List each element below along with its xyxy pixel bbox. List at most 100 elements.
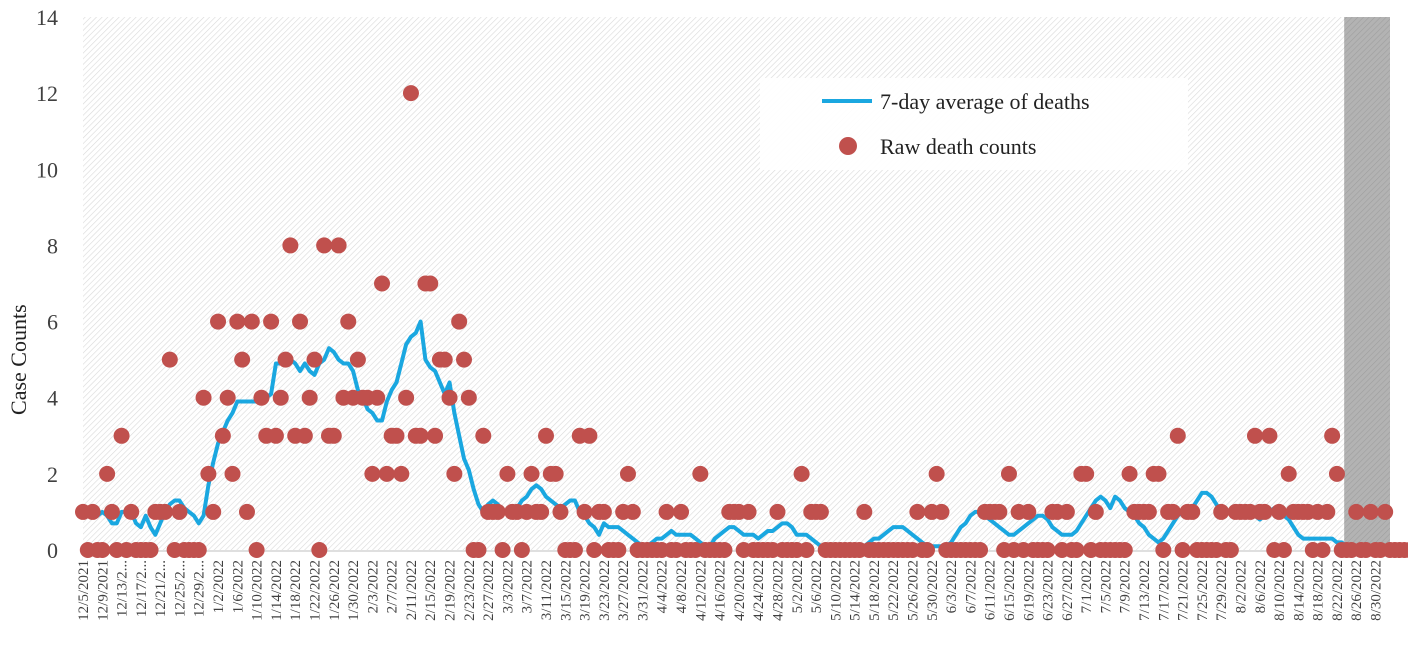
x-tick-label: 5/18/2022: [867, 560, 883, 621]
x-tick-label: 2/11/2022: [404, 560, 420, 620]
x-tick-label: 6/3/2022: [944, 560, 960, 613]
raw-death-point: [364, 465, 381, 482]
x-tick-label: 8/10/2022: [1272, 560, 1288, 621]
x-tick-label: 12/13/2...: [115, 560, 131, 617]
raw-death-point: [1280, 465, 1297, 482]
raw-death-point: [576, 503, 593, 520]
raw-death-point: [624, 503, 641, 520]
raw-death-point: [412, 427, 429, 444]
raw-death-point: [673, 503, 690, 520]
raw-death-point: [306, 351, 323, 368]
x-tick-label: 6/7/2022: [963, 560, 979, 613]
x-tick-label: 1/2/2022: [211, 560, 227, 613]
raw-death-point: [238, 503, 255, 520]
x-tick-label: 3/27/2022: [616, 560, 632, 621]
raw-death-point: [277, 351, 294, 368]
y-tick-label: 4: [47, 386, 58, 411]
raw-death-point: [388, 427, 405, 444]
y-tick-label: 0: [47, 538, 58, 563]
raw-death-point: [292, 313, 309, 330]
raw-death-point: [610, 542, 627, 558]
raw-death-point: [190, 542, 207, 558]
raw-death-point: [219, 389, 236, 406]
raw-death-point: [229, 313, 246, 330]
raw-death-point: [658, 503, 675, 520]
raw-death-point: [1401, 542, 1408, 558]
raw-death-point: [1377, 503, 1394, 520]
raw-death-point: [340, 313, 357, 330]
y-tick-label: 10: [36, 157, 58, 182]
x-tick-label: 8/30/2022: [1369, 560, 1385, 621]
raw-death-point: [769, 503, 786, 520]
x-tick-label: 1/26/2022: [327, 560, 343, 621]
raw-death-point: [494, 542, 511, 558]
raw-death-point: [214, 427, 231, 444]
x-tick-label: 8/2/2022: [1233, 560, 1249, 613]
raw-death-point: [489, 503, 506, 520]
legend-label-average: 7-day average of deaths: [880, 89, 1090, 114]
raw-death-point: [94, 542, 111, 558]
x-tick-label: 12/21/2...: [153, 560, 169, 617]
raw-death-point: [113, 427, 130, 444]
x-tick-label: 3/11/2022: [539, 560, 555, 620]
x-tick-label: 4/28/2022: [770, 560, 786, 621]
raw-death-point: [1213, 503, 1230, 520]
raw-death-point: [311, 542, 328, 558]
x-tick-label: 1/22/2022: [307, 560, 323, 621]
raw-death-point: [103, 503, 120, 520]
raw-death-point: [1246, 427, 1263, 444]
raw-death-point: [316, 237, 333, 254]
raw-death-point: [1348, 503, 1365, 520]
x-tick-label: 6/23/2022: [1041, 560, 1057, 621]
raw-death-point: [1020, 503, 1037, 520]
y-tick-label: 6: [47, 310, 58, 335]
raw-death-point: [451, 313, 468, 330]
raw-death-point: [402, 85, 419, 102]
raw-death-point: [272, 389, 289, 406]
raw-death-point: [933, 503, 950, 520]
x-tick-label: 4/12/2022: [693, 560, 709, 621]
raw-death-point: [793, 465, 810, 482]
raw-death-point: [301, 389, 318, 406]
x-tick-label: 3/7/2022: [520, 560, 536, 613]
x-tick-label: 8/26/2022: [1349, 560, 1365, 621]
x-tick-label: 1/6/2022: [230, 560, 246, 613]
x-tick-label: 3/3/2022: [500, 560, 516, 613]
raw-death-point: [470, 542, 487, 558]
raw-death-point: [248, 542, 265, 558]
raw-death-point: [1078, 465, 1095, 482]
raw-death-point: [378, 465, 395, 482]
x-tick-label: 2/15/2022: [423, 560, 439, 621]
raw-death-point: [1140, 503, 1157, 520]
raw-death-point: [619, 465, 636, 482]
x-tick-label: 3/15/2022: [558, 560, 574, 621]
raw-death-point: [205, 503, 222, 520]
raw-death-point: [595, 503, 612, 520]
raw-death-point: [513, 542, 530, 558]
raw-death-point: [1169, 427, 1186, 444]
raw-death-point: [692, 465, 709, 482]
x-tick-label: 1/30/2022: [346, 560, 362, 621]
x-tick-label: 4/24/2022: [751, 560, 767, 621]
raw-death-point: [1256, 503, 1273, 520]
x-tick-label: 12/5/2021: [76, 560, 92, 621]
raw-death-point: [349, 351, 366, 368]
raw-death-point: [716, 542, 733, 558]
raw-death-point: [99, 465, 116, 482]
raw-death-point: [1121, 465, 1138, 482]
raw-death-point: [436, 351, 453, 368]
x-tick-label: 2/23/2022: [462, 560, 478, 621]
raw-death-point: [1261, 427, 1278, 444]
x-tick-label: 12/9/2021: [95, 560, 111, 621]
raw-death-point: [1087, 503, 1104, 520]
legend-box: [760, 78, 1188, 170]
raw-death-point: [1164, 503, 1181, 520]
raw-death-point: [123, 503, 140, 520]
plot-area: [83, 17, 1390, 550]
legend-label-raw: Raw death counts: [880, 134, 1036, 159]
x-tick-label: 7/29/2022: [1214, 560, 1230, 621]
raw-death-point: [856, 503, 873, 520]
raw-death-point: [1362, 503, 1379, 520]
raw-death-point: [1000, 465, 1017, 482]
